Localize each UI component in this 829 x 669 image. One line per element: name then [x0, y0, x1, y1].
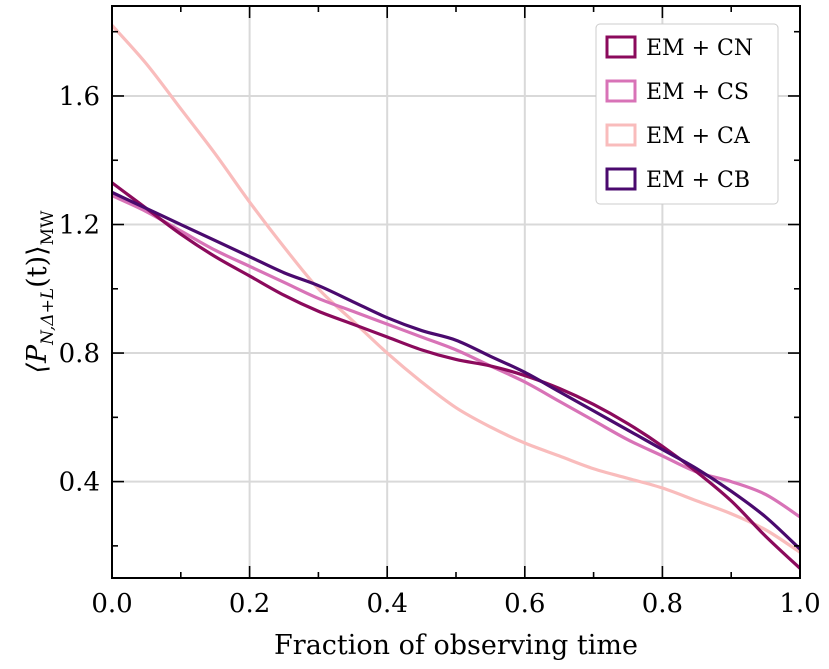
x-tick-labels: 0.0 0.2 0.4 0.6 0.8 1.0: [91, 589, 820, 619]
axis-ticks: [111, 6, 801, 578]
y-tick-labels: 0.4 0.8 1.2 1.6: [59, 82, 100, 498]
legend-swatch-em-cn: [605, 35, 637, 59]
legend-label-em-ca: EM + CA: [646, 124, 751, 149]
legend-frame: [595, 23, 779, 205]
y-axis-title-sub: N,Δ+L: [38, 288, 58, 346]
x-tick-label-3: 0.6: [504, 589, 545, 619]
y-tick-label-3: 1.6: [59, 82, 100, 112]
legend-label-em-cb: EM + CB: [646, 168, 750, 193]
legend-swatch-em-cb: [605, 167, 637, 191]
x-axis-title: Fraction of observing time: [274, 630, 638, 661]
series-line-em-ca: [110, 24, 801, 554]
legend: EM + CN EM + CS EM + CA EM + CB: [595, 23, 779, 205]
y-axis-title-main: ⟨P: [22, 344, 53, 374]
y-axis-title-mid: (t)⟩: [22, 245, 53, 287]
x-tick-label-2: 0.4: [367, 589, 408, 619]
legend-swatch-em-ca: [605, 123, 637, 147]
legend-label-em-cs: EM + CS: [646, 80, 749, 105]
y-tick-label-0: 0.4: [59, 468, 100, 498]
series-line-em-cs: [111, 194, 801, 519]
series-line-em-cb: [111, 190, 802, 551]
legend-label-em-cn: EM + CN: [646, 36, 753, 61]
x-tick-label-4: 0.8: [642, 589, 683, 619]
y-axis-title: ⟨PN,Δ+L(t)⟩MW: [22, 210, 58, 374]
y-axis-title-sub2: MW: [38, 210, 58, 245]
series-lines: [110, 24, 802, 570]
x-tick-label-5: 1.0: [779, 589, 820, 619]
y-tick-label-2: 1.2: [59, 211, 100, 241]
x-tick-label-1: 0.2: [229, 589, 270, 619]
x-tick-label-0: 0.0: [91, 589, 132, 619]
y-tick-label-1: 0.8: [59, 339, 100, 369]
legend-swatch-em-cs: [605, 79, 637, 103]
